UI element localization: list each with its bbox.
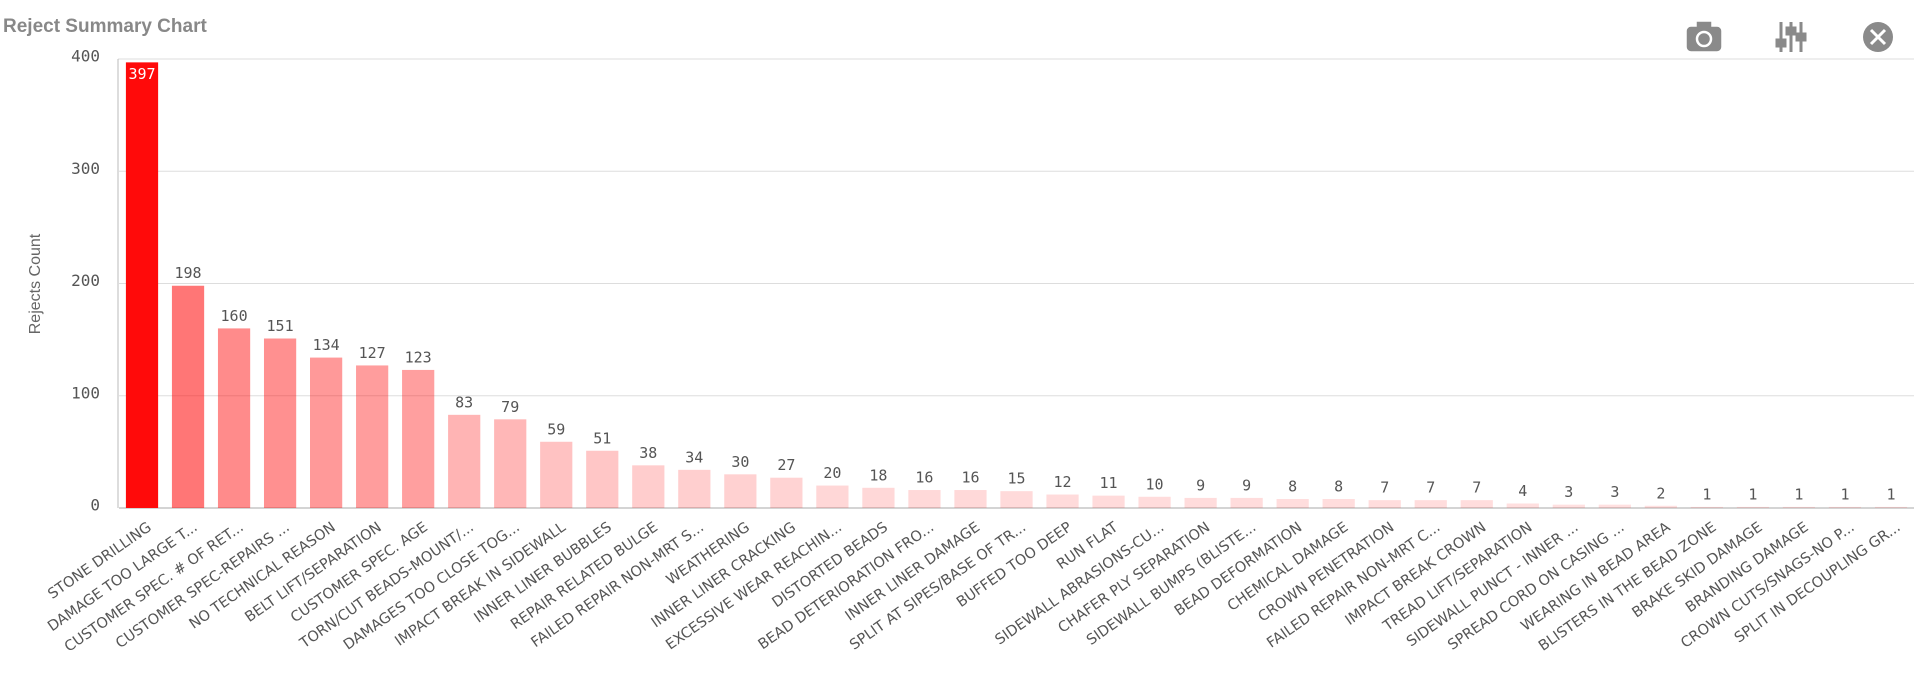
value-label: 10: [1146, 475, 1164, 493]
value-label: 16: [915, 469, 933, 487]
value-label: 3: [1564, 483, 1573, 501]
value-label: 12: [1053, 473, 1071, 491]
bar: [1460, 500, 1493, 508]
bar: [908, 490, 941, 508]
bar: [1276, 499, 1309, 508]
bar: [263, 338, 297, 508]
value-label: 16: [961, 469, 979, 487]
bar: [494, 419, 527, 508]
bar: [356, 365, 389, 508]
value-label: 11: [1100, 474, 1118, 492]
bar: [1782, 506, 1816, 508]
bar: [1368, 500, 1401, 508]
bar: [678, 469, 711, 508]
bar: [171, 285, 205, 508]
bar: [724, 474, 757, 508]
bar: [586, 450, 619, 508]
value-label: 38: [639, 444, 657, 462]
bar: [816, 485, 849, 508]
value-label: 8: [1334, 478, 1343, 496]
value-label: 7: [1426, 479, 1435, 497]
value-label: 20: [823, 464, 841, 482]
x-tick-label: CUSTOMER SPEC. # OF RET...: [62, 519, 247, 655]
bar: [1552, 504, 1585, 508]
bar: [125, 62, 159, 509]
value-label: 83: [455, 393, 473, 411]
value-label: 1: [1886, 485, 1895, 503]
value-label: 4: [1518, 482, 1527, 500]
y-tick-label: 200: [71, 271, 100, 290]
value-label: 1: [1840, 485, 1849, 503]
value-label: 15: [1007, 470, 1025, 488]
value-label: 127: [359, 344, 386, 362]
value-label: 198: [174, 264, 201, 282]
bar: [1690, 506, 1723, 508]
bar: [1184, 497, 1217, 508]
bar: [1736, 506, 1770, 508]
bar: [217, 328, 251, 508]
bar: [954, 490, 987, 508]
value-label: 1: [1794, 485, 1803, 503]
bar: [1230, 497, 1263, 508]
bar: [402, 369, 435, 508]
value-label: 27: [777, 456, 795, 474]
bar: [862, 487, 895, 508]
value-label: 79: [501, 398, 519, 416]
bar: [1598, 504, 1631, 508]
bar: [1874, 506, 1908, 508]
bar: [1322, 499, 1355, 508]
value-label: 160: [221, 307, 248, 325]
value-label: 2: [1656, 484, 1665, 502]
camera-icon[interactable]: [1686, 21, 1722, 52]
bar: [1644, 505, 1677, 508]
value-label: 7: [1472, 479, 1481, 497]
value-label: 1: [1702, 485, 1711, 503]
value-label: 51: [593, 429, 611, 447]
settings-icon[interactable]: [1775, 22, 1807, 52]
chart-title: Reject Summary Chart: [3, 16, 207, 37]
value-label: 59: [547, 420, 565, 438]
bar: [540, 441, 573, 508]
value-label: 123: [405, 348, 432, 366]
value-label: 18: [869, 466, 887, 484]
value-label: 151: [267, 317, 294, 335]
bar: [1828, 506, 1862, 508]
y-tick-label: 100: [71, 383, 100, 402]
bar: [448, 414, 481, 508]
bar: [770, 477, 803, 508]
y-axis-title: Rejects Count: [27, 233, 44, 334]
value-label: 9: [1242, 476, 1251, 494]
bar: [1092, 495, 1125, 508]
y-tick-label: 400: [71, 47, 100, 66]
value-label: 9: [1196, 476, 1205, 494]
value-label: 1: [1748, 485, 1757, 503]
close-icon[interactable]: [1863, 22, 1893, 52]
y-tick-label: 0: [90, 496, 100, 515]
bar: [1138, 496, 1171, 508]
value-label: 397: [128, 65, 155, 83]
bar: [310, 357, 343, 508]
bar: [1000, 491, 1033, 508]
value-label: 8: [1288, 478, 1297, 496]
bar: [1414, 500, 1447, 508]
value-label: 134: [313, 336, 340, 354]
bar: [632, 465, 665, 508]
value-label: 34: [685, 448, 703, 466]
value-label: 3: [1610, 483, 1619, 501]
y-tick-label: 300: [71, 159, 100, 178]
bar: [1506, 503, 1539, 508]
bar: [1046, 494, 1079, 508]
value-label: 30: [731, 453, 749, 471]
value-label: 7: [1380, 479, 1389, 497]
